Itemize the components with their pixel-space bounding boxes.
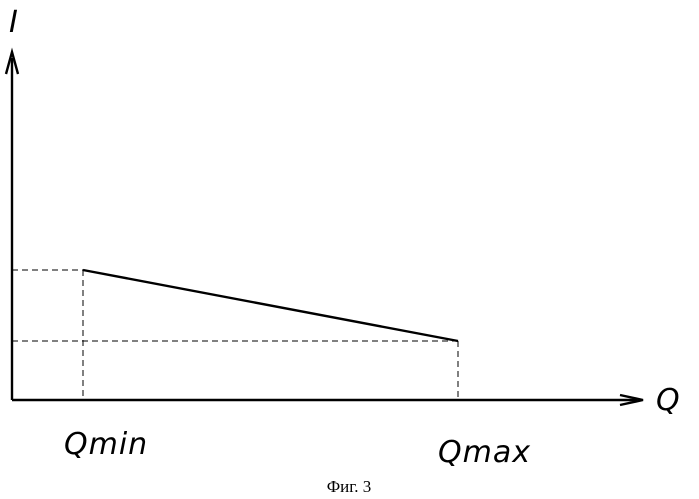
y-axis-label: I	[9, 5, 19, 40]
x-axis-label: Q	[656, 383, 681, 418]
qmax-label: Qmax	[438, 435, 531, 470]
figure-caption: Фиг. 3	[327, 477, 372, 496]
characteristic-line	[83, 270, 458, 341]
qmin-label: Qmin	[64, 427, 148, 462]
